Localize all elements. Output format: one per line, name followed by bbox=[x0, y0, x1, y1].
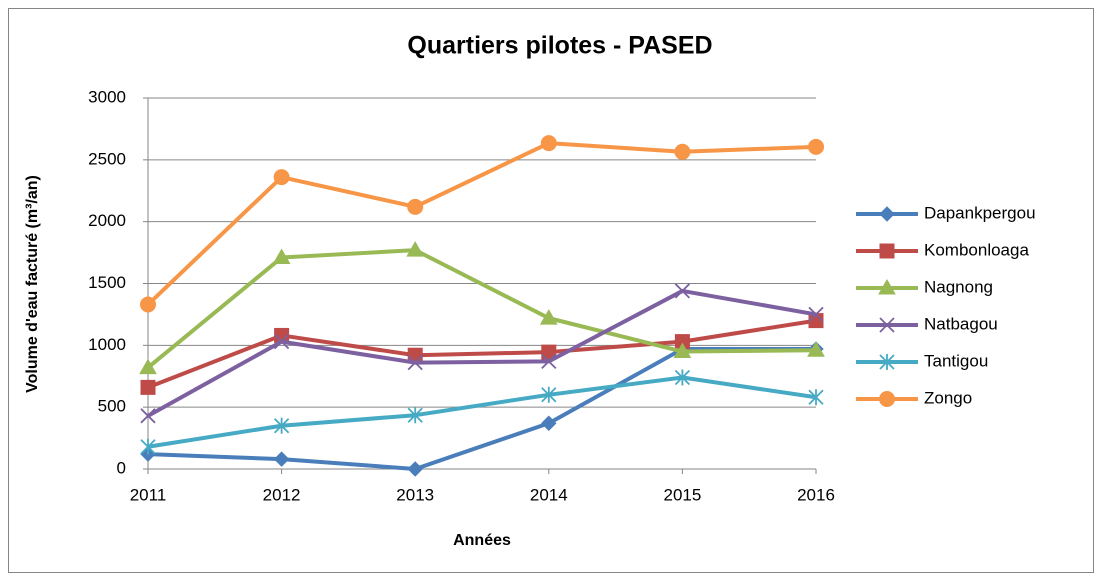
legend-label: Zongo bbox=[924, 388, 972, 407]
series-line bbox=[147, 288, 817, 418]
y-tick-label: 1000 bbox=[88, 335, 126, 354]
marker bbox=[407, 198, 424, 215]
marker bbox=[541, 415, 557, 431]
marker bbox=[674, 143, 691, 160]
series-line bbox=[146, 248, 817, 370]
legend-marker bbox=[879, 354, 895, 370]
marker bbox=[139, 358, 157, 375]
marker bbox=[407, 461, 423, 477]
series-line bbox=[146, 141, 817, 306]
legend-label: Tantigou bbox=[924, 351, 988, 370]
chart-border bbox=[8, 8, 1094, 573]
marker bbox=[407, 407, 423, 424]
legend-marker bbox=[879, 206, 895, 222]
x-tick-label: 2011 bbox=[130, 485, 167, 504]
marker bbox=[273, 333, 290, 350]
marker bbox=[140, 296, 156, 313]
marker bbox=[674, 369, 691, 386]
chart-title: Quartiers pilotes - PASED bbox=[407, 32, 712, 60]
marker bbox=[539, 309, 558, 325]
x-tick-label: 2015 bbox=[663, 485, 701, 504]
marker bbox=[808, 313, 824, 329]
legend-marker bbox=[878, 278, 896, 295]
marker bbox=[407, 355, 423, 371]
x-axis-title: Années bbox=[453, 532, 511, 549]
marker bbox=[273, 451, 290, 467]
x-tick-label: 2012 bbox=[263, 485, 301, 504]
series bbox=[140, 369, 824, 455]
legend-marker bbox=[879, 391, 895, 407]
marker bbox=[541, 386, 557, 403]
marker bbox=[140, 408, 156, 424]
legend-marker bbox=[879, 243, 895, 259]
marker bbox=[140, 438, 156, 455]
marker bbox=[140, 379, 156, 395]
series bbox=[140, 283, 824, 424]
marker bbox=[807, 341, 825, 357]
legend-label: Natbagou bbox=[924, 314, 998, 333]
legend-marker bbox=[879, 317, 895, 333]
marker bbox=[673, 342, 692, 359]
series-line bbox=[147, 318, 817, 390]
marker bbox=[808, 138, 824, 155]
marker bbox=[808, 306, 824, 323]
y-tick-label: 3000 bbox=[88, 87, 126, 106]
marker bbox=[541, 344, 557, 360]
marker bbox=[540, 135, 557, 152]
series-line bbox=[147, 375, 817, 449]
marker bbox=[674, 283, 691, 299]
marker bbox=[406, 241, 425, 257]
x-tick-label: 2016 bbox=[797, 485, 835, 504]
y-tick-label: 2000 bbox=[88, 211, 126, 230]
legend-label: Kombonloaga bbox=[924, 240, 1029, 259]
marker bbox=[273, 169, 290, 186]
marker bbox=[273, 417, 290, 434]
marker bbox=[272, 248, 291, 265]
y-tick-label: 500 bbox=[98, 397, 126, 416]
legend-label: Dapankpergou bbox=[924, 203, 1036, 222]
x-tick-label: 2014 bbox=[530, 485, 568, 504]
legend-label: Nagnong bbox=[924, 277, 993, 296]
marker bbox=[808, 389, 824, 406]
series bbox=[140, 313, 824, 395]
series-line bbox=[147, 347, 816, 471]
y-axis-title: Volume d'eau facturé (m³/an) bbox=[24, 175, 41, 393]
x-tick-label: 2013 bbox=[396, 485, 434, 504]
y-tick-label: 2500 bbox=[88, 149, 126, 168]
series bbox=[139, 241, 825, 375]
series bbox=[140, 135, 824, 313]
marker bbox=[541, 353, 557, 370]
y-tick-label: 1500 bbox=[88, 273, 126, 292]
y-tick-label: 0 bbox=[117, 458, 126, 477]
